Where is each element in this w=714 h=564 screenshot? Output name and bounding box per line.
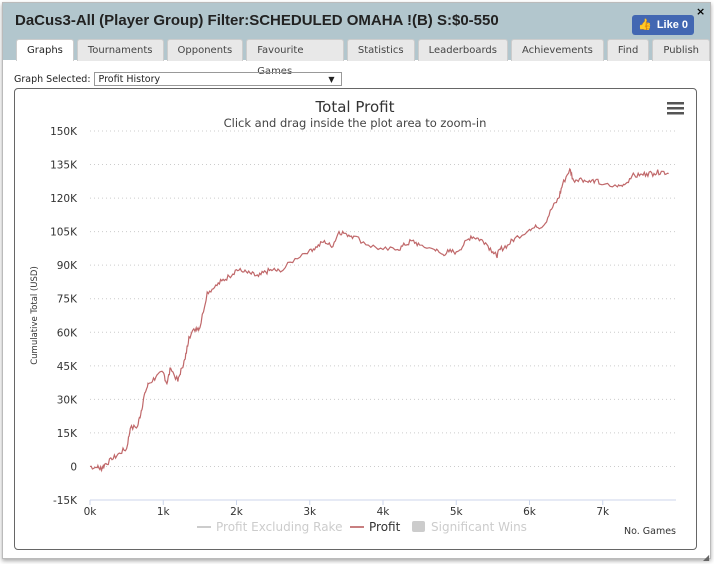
x-tick-label: 3k [303,506,317,518]
graph-selector-row: Graph Selected: Profit History ▼ [14,72,342,86]
x-tick-label: 0k [84,506,98,518]
y-tick-label: 60K [57,327,78,339]
x-tick-label: 6k [523,506,537,518]
chart-subtitle: Click and drag inside the plot area to z… [224,116,487,130]
y-tick-label: 120K [50,193,78,205]
y-tick-label: 105K [50,227,78,239]
tab-find[interactable]: Find [606,39,650,61]
chart-title: Total Profit [315,98,395,116]
y-tick-label: 150K [50,126,78,138]
y-axis-title: Cumulative Total (USD) [30,266,40,365]
x-tick-label: 5k [450,506,464,518]
y-tick-label: 0 [70,461,77,473]
chart-container: Total Profit Click and drag inside the pl… [14,88,697,550]
tab-achievements[interactable]: Achievements [510,39,604,61]
x-tick-label: 7k [596,506,610,518]
menu-icon[interactable] [667,102,684,115]
resize-grip-icon[interactable]: ◢ [703,553,710,562]
dropdown-arrow-icon: ▼ [328,75,335,84]
x-tick-label: 4k [377,506,391,518]
tab-favourite-games[interactable]: Favourite Games [246,39,344,77]
y-tick-label: 30K [57,394,78,406]
x-axis-title: No. Games [624,526,676,537]
y-tick-label: 135K [50,160,78,172]
legend-item-significant-wins[interactable]: Significant Wins [431,520,527,534]
graph-select[interactable]: Profit History ▼ [93,72,342,86]
tab-publish[interactable]: Publish [652,39,710,61]
facebook-like-button[interactable]: 👍 Like 0 [632,15,694,35]
x-tick-label: 1k [157,506,171,518]
y-tick-label: -15K [53,495,78,507]
y-tick-label: 45K [57,361,78,373]
window-title: DaCus3-All (Player Group) Filter:SCHEDUL… [15,12,499,29]
y-tick-label: 90K [57,260,78,272]
tab-tournaments[interactable]: Tournaments [76,39,164,61]
tab-graphs[interactable]: Graphs [16,39,74,61]
series-line-profit [89,167,669,473]
y-tick-label: 75K [57,294,78,306]
legend-item-profit-excluding-rake[interactable]: Profit Excluding Rake [216,520,342,534]
tab-bar: Graphs Tournaments Opponents Favourite Game… [16,39,710,77]
x-tick-label: 2k [230,506,244,518]
legend-item-profit[interactable]: Profit [369,520,401,534]
thumbs-up-icon: 👍 [638,19,652,31]
tab-statistics[interactable]: Statistics [346,39,415,61]
tab-opponents[interactable]: Opponents [166,39,244,61]
y-tick-label: 15K [57,428,78,440]
window-header: DaCus3-All (Player Group) Filter:SCHEDUL… [3,3,710,77]
close-icon[interactable]: × [696,5,706,18]
legend-symbol [412,521,425,532]
graph-selected-label: Graph Selected: [14,73,91,85]
tab-leaderboards[interactable]: Leaderboards [417,39,508,61]
